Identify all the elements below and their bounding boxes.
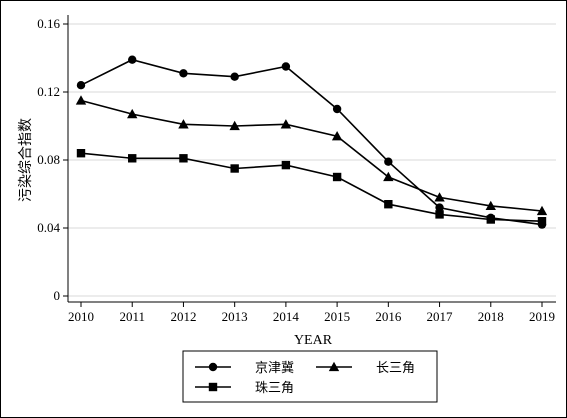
x-tick-label-5: 2015	[324, 309, 350, 324]
x-axis-title: YEAR	[294, 333, 333, 348]
series-line-square	[80, 152, 543, 222]
legend-marker-circle	[208, 362, 218, 372]
x-tick-label-0: 2010	[68, 309, 94, 324]
series-group	[75, 55, 548, 229]
series-square-point-2010	[76, 149, 86, 158]
y-tick-label-2: 0.08	[37, 152, 60, 167]
series-triangle-point-2018	[485, 200, 496, 211]
series-triangle-point-2017	[434, 192, 445, 202]
series-circle-point-2017	[435, 203, 444, 212]
axes: 0 0.04 0.08 0.12 0.16 2010 2011 2012 2013 2014 201…	[37, 15, 556, 324]
x-tick-label-6: 2016	[375, 309, 402, 324]
series-circle-point-2011	[128, 55, 137, 64]
series-square-point-2016	[384, 200, 393, 209]
series-triangle-point-2019	[536, 205, 548, 216]
legend-label-triangle: 长三角	[376, 361, 415, 376]
series-triangle-point-2010	[75, 95, 87, 105]
x-tick-label-2: 2012	[170, 309, 196, 324]
series-square-point-2018	[486, 215, 495, 224]
series-square-point-2019	[537, 217, 547, 226]
series-square-point-2015	[332, 172, 342, 182]
series-triangle-point-2011	[127, 108, 138, 119]
series-triangle-point-2012	[178, 119, 189, 129]
series-square-point-2014	[281, 160, 291, 170]
series-triangle-point-2016	[383, 171, 394, 182]
series-circle-point-2016	[384, 157, 393, 166]
x-tick-label-9: 2019	[529, 309, 555, 324]
series-circle-point-2014	[281, 62, 291, 71]
series-square-point-2012	[179, 154, 188, 163]
series-circle-point-2013	[230, 72, 239, 81]
y-axis-title: 污染综合指数	[18, 118, 34, 202]
series-triangle-point-2014	[280, 119, 292, 129]
series-square-point-2011	[128, 154, 137, 163]
legend-label-circle: 京津冀	[255, 360, 294, 376]
legend-marker-square	[208, 382, 218, 392]
series-triangle-point-2013	[229, 120, 240, 131]
legend-marker-triangle	[328, 361, 340, 372]
y-tick-label-3: 0.12	[37, 84, 60, 99]
series-line-triangle	[80, 99, 543, 212]
x-tick-label-4: 2014	[273, 309, 300, 324]
series-circle-point-2015	[332, 104, 342, 114]
series-circle-point-2010	[76, 81, 86, 90]
series-circle-point-2012	[179, 69, 188, 78]
series-square-point-2017	[435, 210, 444, 219]
y-tick-label-4: 0.16	[37, 16, 60, 31]
x-tick-label-8: 2018	[478, 309, 504, 324]
legend-box	[182, 350, 438, 403]
series-square-point-2013	[230, 164, 239, 173]
x-tick-label-7: 2017	[427, 309, 454, 324]
x-tick-label-3: 2013	[222, 309, 248, 324]
series-line-circle	[80, 58, 543, 226]
series-triangle-point-2015	[331, 131, 343, 141]
x-tick-label-1: 2011	[119, 309, 145, 324]
y-tick-label-1: 0.04	[37, 220, 60, 235]
legend-label-square: 珠三角	[255, 381, 294, 396]
gridlines	[68, 23, 556, 297]
y-tick-label-0: 0	[54, 288, 61, 303]
